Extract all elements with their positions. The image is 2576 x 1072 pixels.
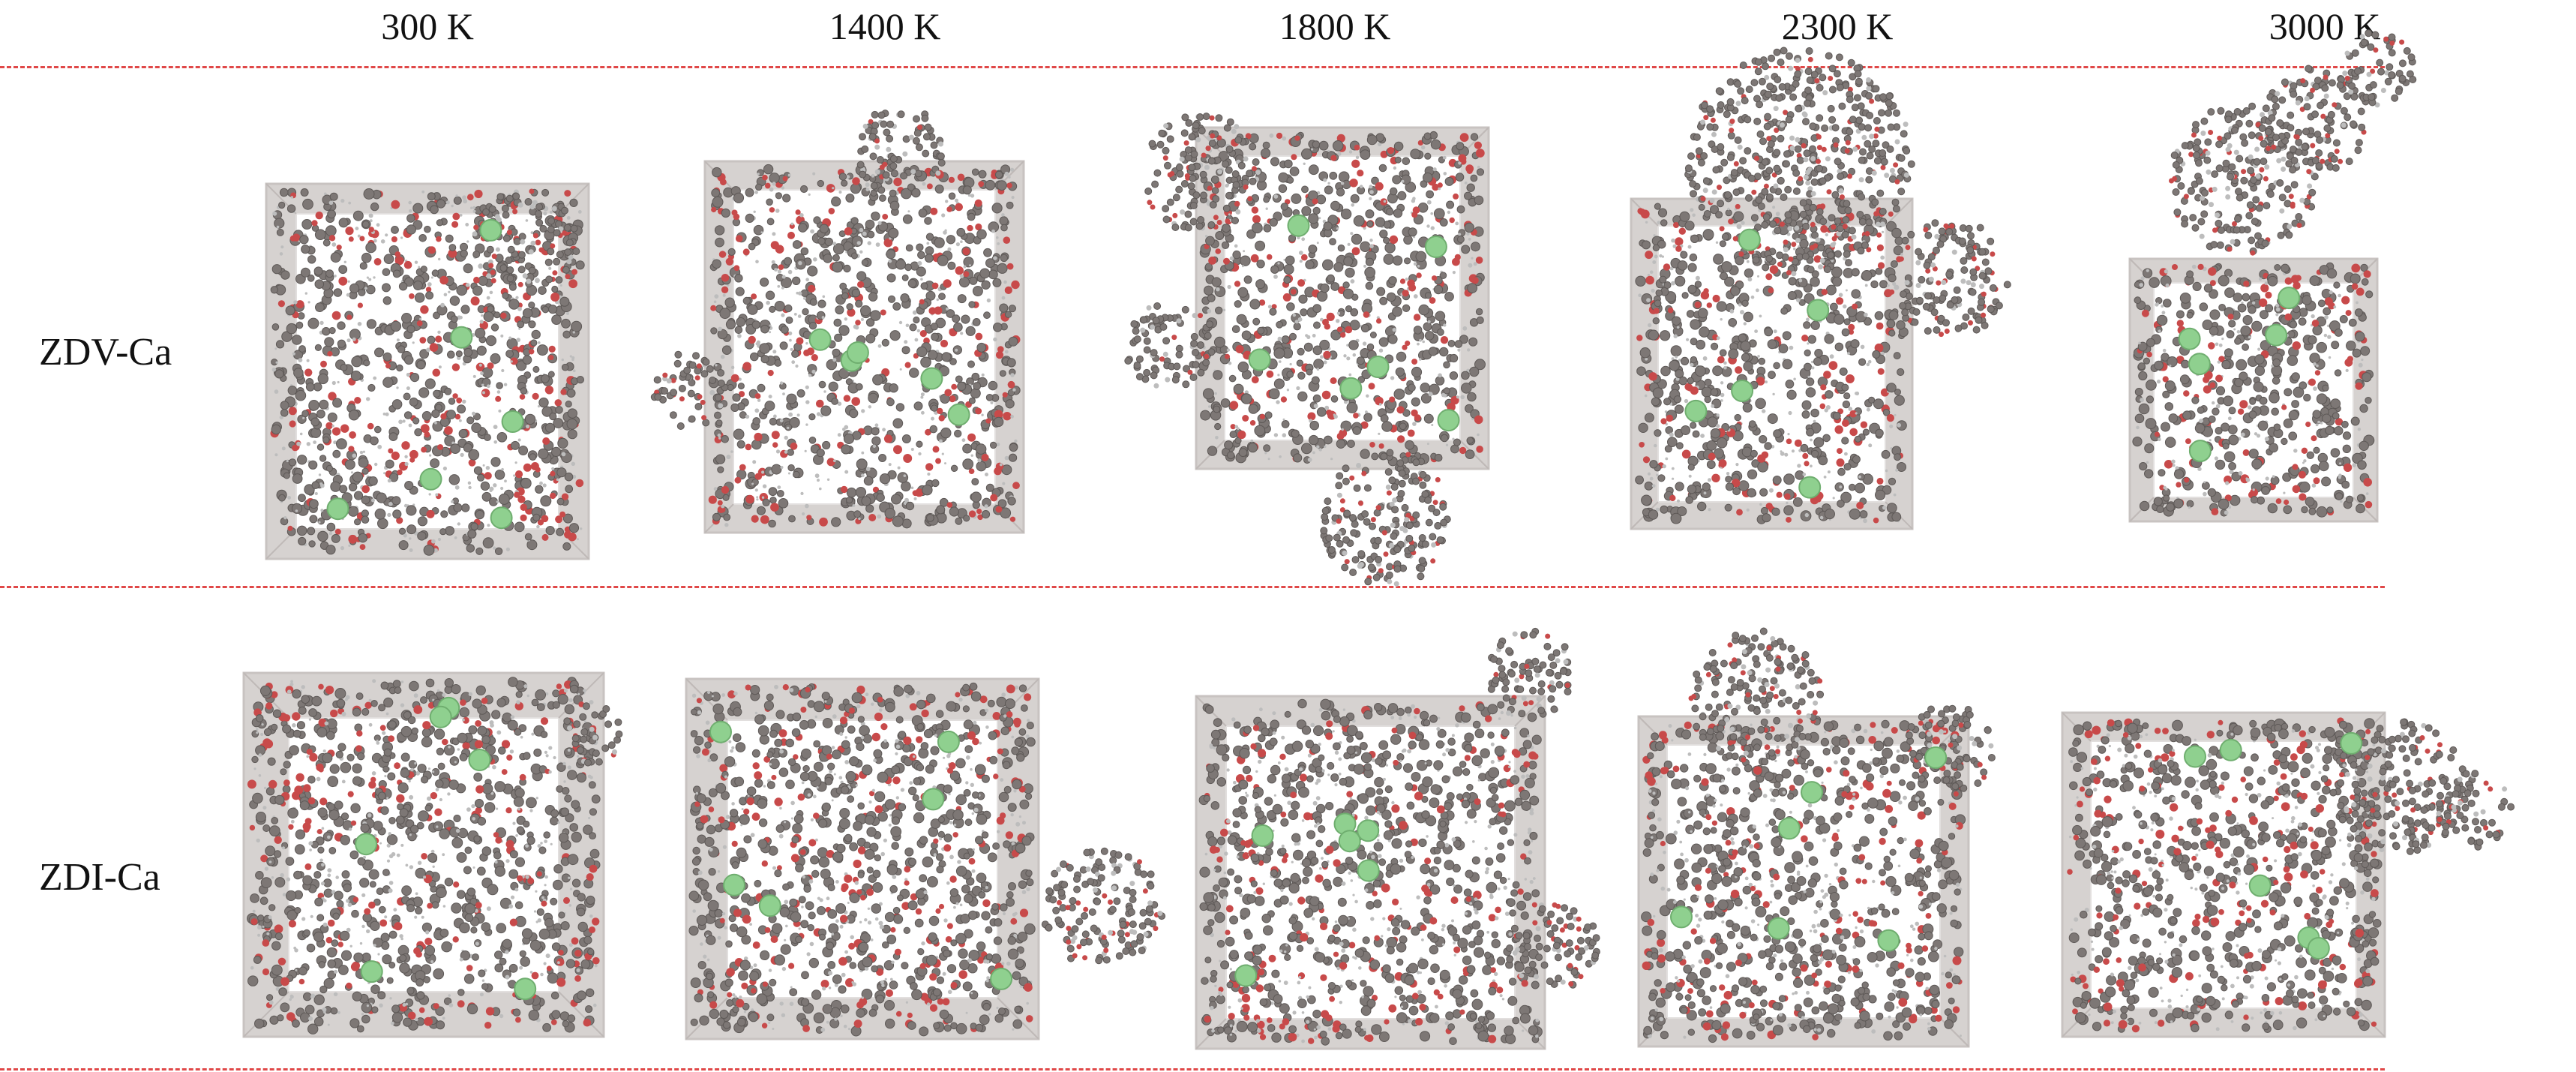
- snapshot-zdv-ca-3000k: [2128, 29, 2417, 523]
- calcium-ion: [1234, 964, 1258, 987]
- calcium-ion: [450, 326, 473, 349]
- calcium-ion: [2278, 287, 2301, 310]
- snapshot-zdv-ca-300k: [265, 182, 590, 560]
- calcium-ion: [355, 833, 378, 856]
- calcium-ion: [846, 341, 869, 364]
- row-label-zdi-ca: ZDI-Ca: [39, 856, 160, 899]
- calcium-ion: [1251, 824, 1274, 847]
- calcium-ion: [1366, 356, 1390, 378]
- calcium-ion: [2307, 937, 2330, 959]
- calcium-ion: [1684, 399, 1708, 422]
- calcium-ion: [1767, 917, 1790, 940]
- calcium-ion: [1357, 859, 1380, 882]
- atom-cloud: [1198, 627, 1600, 1046]
- atom-cloud: [688, 682, 1166, 1037]
- snapshot-zdi-ca-3000k: [2061, 711, 2515, 1038]
- col-header-300k: 300 K: [381, 5, 474, 47]
- row-label-zdv-ca: ZDV-Ca: [39, 331, 172, 374]
- calcium-ion: [990, 967, 1013, 990]
- calcium-ion: [326, 497, 349, 521]
- calcium-ion: [2248, 874, 2272, 897]
- calcium-ion: [2184, 745, 2206, 768]
- separator-bottom: [0, 1068, 2385, 1070]
- calcium-ion: [360, 960, 383, 983]
- atom-cloud: [247, 677, 623, 1034]
- calcium-ion: [1339, 377, 1363, 400]
- calcium-ion: [1807, 299, 1830, 322]
- calcium-ion: [1338, 830, 1361, 853]
- calcium-ion: [1777, 817, 1801, 840]
- calcium-ion: [920, 367, 943, 390]
- calcium-ion: [937, 730, 960, 753]
- calcium-ion: [501, 410, 524, 433]
- atom-cloud: [1635, 47, 2011, 524]
- atom-cloud: [270, 188, 585, 556]
- calcium-ion: [2178, 327, 2201, 350]
- calcium-ion: [468, 749, 491, 771]
- snapshot-zdv-ca-2300k: [1630, 47, 2011, 530]
- calcium-ion: [922, 788, 945, 811]
- snapshot-zdi-ca-1800k: [1195, 627, 1600, 1050]
- calcium-ion: [1731, 380, 1754, 402]
- calcium-ion: [1248, 348, 1271, 371]
- snapshot-zdi-ca-1400k: [685, 677, 1166, 1040]
- calcium-ion: [1801, 781, 1823, 804]
- atom-cloud: [1124, 113, 1486, 587]
- calcium-ion: [419, 467, 442, 491]
- calcium-ion: [1424, 236, 1447, 258]
- col-header-1400k: 1400 K: [829, 5, 941, 47]
- col-header-2300k: 2300 K: [1781, 5, 1894, 47]
- calcium-ion: [1287, 214, 1310, 237]
- atom-cloud: [2132, 29, 2417, 518]
- calcium-ion: [1357, 819, 1380, 842]
- calcium-ion: [723, 873, 745, 896]
- calcium-ion: [1738, 228, 1761, 251]
- calcium-ion: [1437, 409, 1460, 432]
- separator-top: [0, 66, 2385, 68]
- calcium-ion: [429, 705, 452, 728]
- calcium-ion: [947, 403, 970, 426]
- calcium-ion: [1798, 476, 1822, 499]
- calcium-ion: [2188, 440, 2212, 463]
- calcium-ion: [808, 328, 832, 351]
- snapshot-zdv-ca-1400k: [650, 110, 1025, 534]
- calcium-ion: [490, 506, 513, 530]
- calcium-ion: [514, 977, 537, 1001]
- calcium-ion: [479, 218, 502, 242]
- separator-middle: [0, 586, 2385, 588]
- snapshot-zdv-ca-1800k: [1124, 113, 1490, 587]
- calcium-ion: [1924, 746, 1948, 769]
- snapshot-zdi-ca-300k: [242, 671, 623, 1038]
- snapshot-zdi-ca-2300k: [1637, 627, 1996, 1048]
- calcium-ion: [709, 720, 732, 743]
- calcium-ion: [1877, 929, 1900, 952]
- calcium-ion: [2340, 731, 2363, 755]
- calcium-ion: [2265, 323, 2288, 347]
- atom-cloud: [2067, 717, 2515, 1034]
- calcium-ion: [758, 894, 781, 917]
- calcium-ion: [2188, 353, 2211, 376]
- calcium-ion: [1670, 905, 1693, 929]
- calcium-ion: [2219, 738, 2242, 761]
- col-header-1800k: 1800 K: [1279, 5, 1391, 47]
